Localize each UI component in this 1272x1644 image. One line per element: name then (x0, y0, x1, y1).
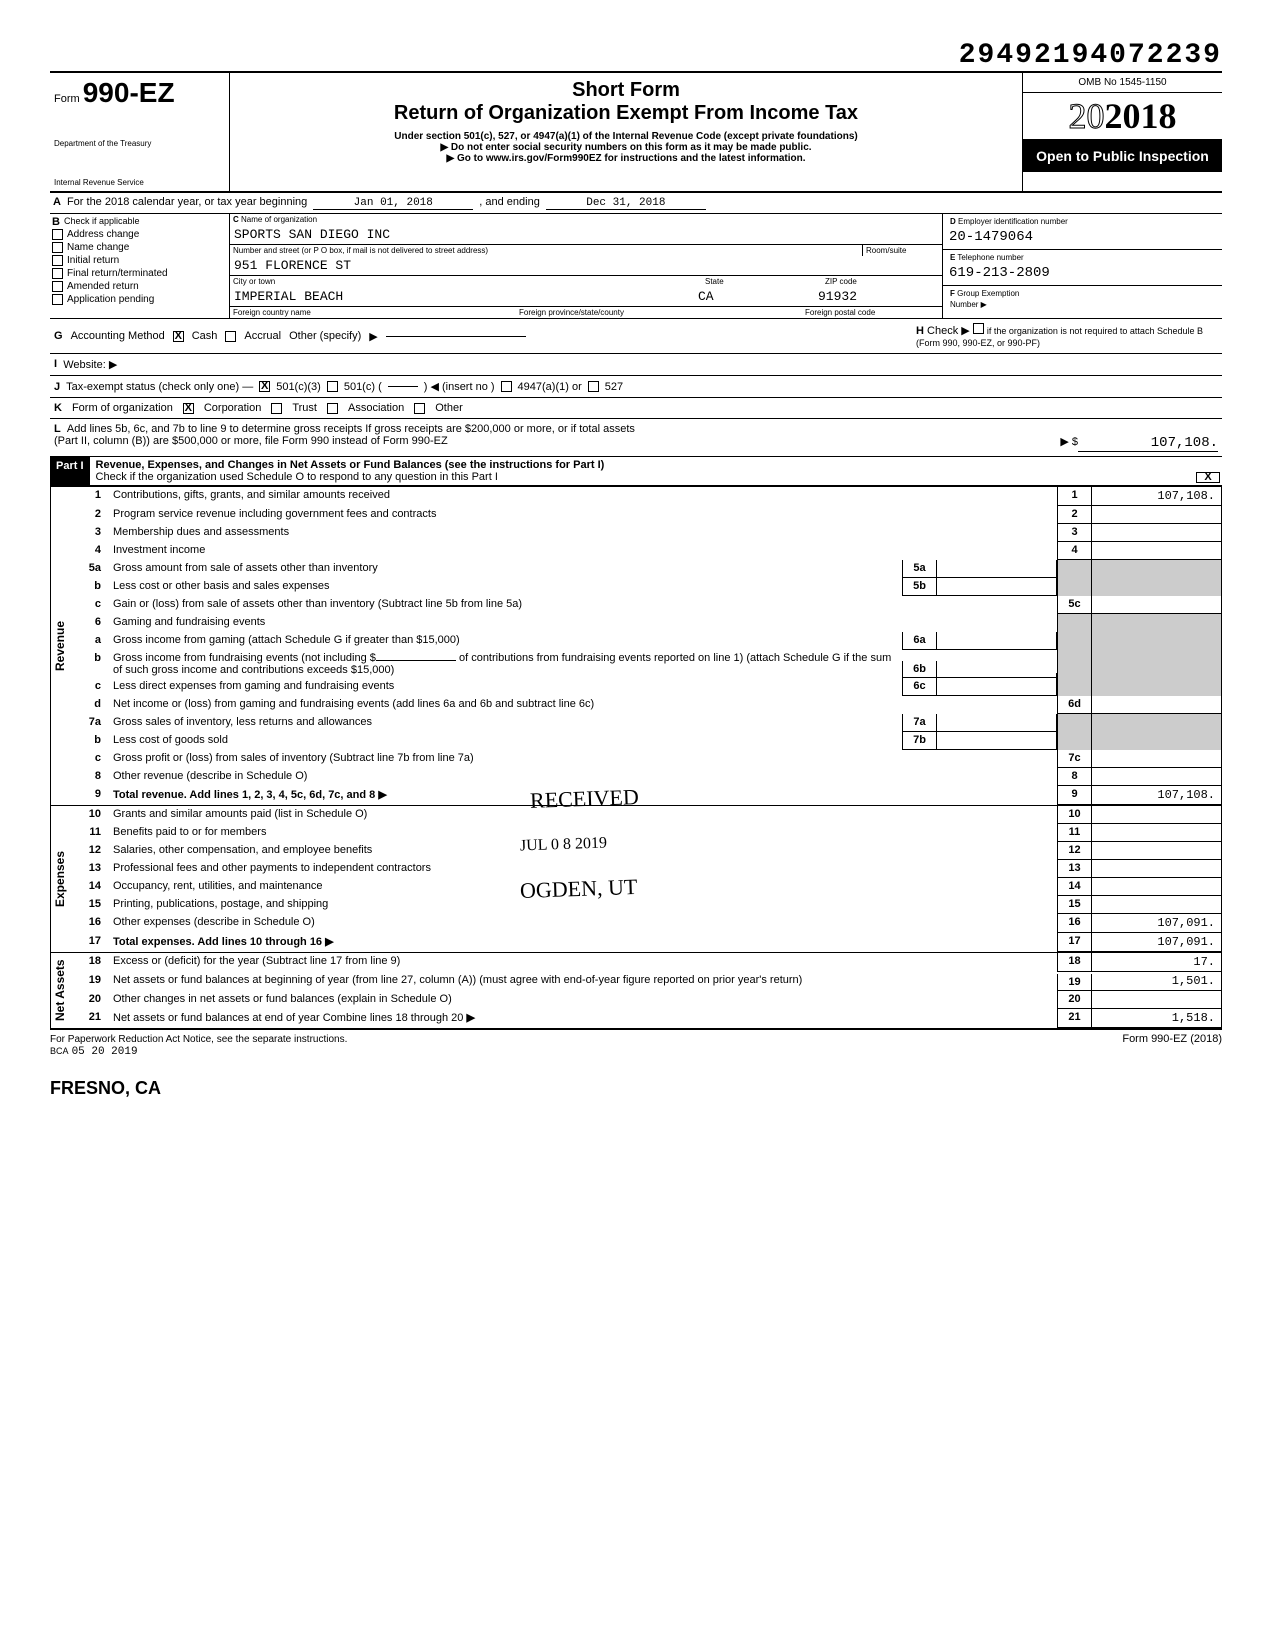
line-3-value (1092, 524, 1222, 542)
check-trust[interactable] (271, 403, 282, 414)
check-501c[interactable] (327, 381, 338, 392)
tax-year-start[interactable]: Jan 01, 2018 (313, 197, 473, 210)
check-527[interactable] (588, 381, 599, 392)
ein-value[interactable]: 20-1479064 (947, 227, 1218, 247)
line-9-value: 107,108. (1092, 786, 1222, 805)
identity-block: BCheck if applicable Address change Name… (50, 214, 1222, 319)
org-state[interactable]: CA (698, 289, 818, 304)
form-prefix: Form (54, 93, 80, 105)
check-assoc[interactable] (327, 403, 338, 414)
tax-year: 202018 (1023, 93, 1222, 140)
open-public-badge: Open to Public Inspection (1023, 140, 1222, 172)
org-name[interactable]: SPORTS SAN DIEGO INC (230, 225, 942, 245)
revenue-section: Revenue 1Contributions, gifts, grants, a… (50, 486, 1222, 805)
line-21-value: 1,518. (1092, 1009, 1222, 1028)
gross-receipts: 107,108. (1078, 435, 1218, 452)
revenue-label: Revenue (50, 487, 69, 805)
dept-irs: Internal Revenue Service (54, 178, 225, 187)
tax-year-end[interactable]: Dec 31, 2018 (546, 197, 706, 210)
check-initial-return[interactable] (52, 255, 63, 266)
document-number: 29492194072239 (50, 40, 1222, 71)
check-schedule-b[interactable] (973, 323, 984, 334)
form-number: 990-EZ (83, 77, 175, 108)
check-address-change[interactable] (52, 229, 63, 240)
line-1-value: 107,108. (1092, 487, 1222, 506)
check-corp[interactable]: X (183, 403, 194, 414)
omb-number: OMB No 1545-1150 (1023, 73, 1222, 93)
check-final-return[interactable] (52, 268, 63, 279)
line-19-value: 1,501. (1092, 972, 1222, 991)
net-assets-section: Net Assets 18Excess or (deficit) for the… (50, 952, 1222, 1028)
org-zip[interactable]: 91932 (818, 289, 938, 304)
expenses-label: Expenses (50, 806, 69, 952)
check-schedule-o[interactable]: X (1196, 472, 1220, 483)
line-2-value (1092, 506, 1222, 524)
page-footer: For Paperwork Reduction Act Notice, see … (50, 1028, 1222, 1058)
subtitle-1: Under section 501(c), 527, or 4947(a)(1)… (236, 131, 1016, 142)
check-4947[interactable] (501, 381, 512, 392)
line-4-value (1092, 542, 1222, 560)
check-app-pending[interactable] (52, 294, 63, 305)
check-accrual[interactable] (225, 331, 236, 342)
check-amended[interactable] (52, 281, 63, 292)
line-17-value: 107,091. (1092, 933, 1222, 952)
form-ref: Form 990-EZ (2018) (1122, 1033, 1222, 1058)
check-501c3[interactable]: X (259, 381, 270, 392)
fresno-stamp: FRESNO, CA (50, 1078, 1222, 1099)
org-street[interactable]: 951 FLORENCE ST (230, 256, 942, 276)
form-header: Form 990-EZ Department of the Treasury I… (50, 71, 1222, 193)
part-1-title: Revenue, Expenses, and Changes in Net As… (96, 459, 605, 471)
part-1-label: Part I (50, 457, 90, 485)
check-cash[interactable]: X (173, 331, 184, 342)
net-assets-label: Net Assets (50, 953, 69, 1028)
line-16-value: 107,091. (1092, 914, 1222, 933)
check-name-change[interactable] (52, 242, 63, 253)
line-18-value: 17. (1092, 953, 1222, 972)
short-form-label: Short Form (236, 79, 1016, 102)
dept-treasury: Department of the Treasury (54, 139, 225, 148)
form-title: Return of Organization Exempt From Incom… (236, 102, 1016, 125)
expenses-section: Expenses 10Grants and similar amounts pa… (50, 805, 1222, 952)
line-a: A For the 2018 calendar year, or tax yea… (50, 193, 1222, 214)
subtitle-2: ▶ Do not enter social security numbers o… (236, 142, 1016, 153)
check-other-org[interactable] (414, 403, 425, 414)
phone-value[interactable]: 619-213-2809 (947, 263, 1218, 283)
subtitle-3: ▶ Go to www.irs.gov/Form990EZ for instru… (236, 153, 1016, 164)
org-city[interactable]: IMPERIAL BEACH (234, 289, 698, 304)
